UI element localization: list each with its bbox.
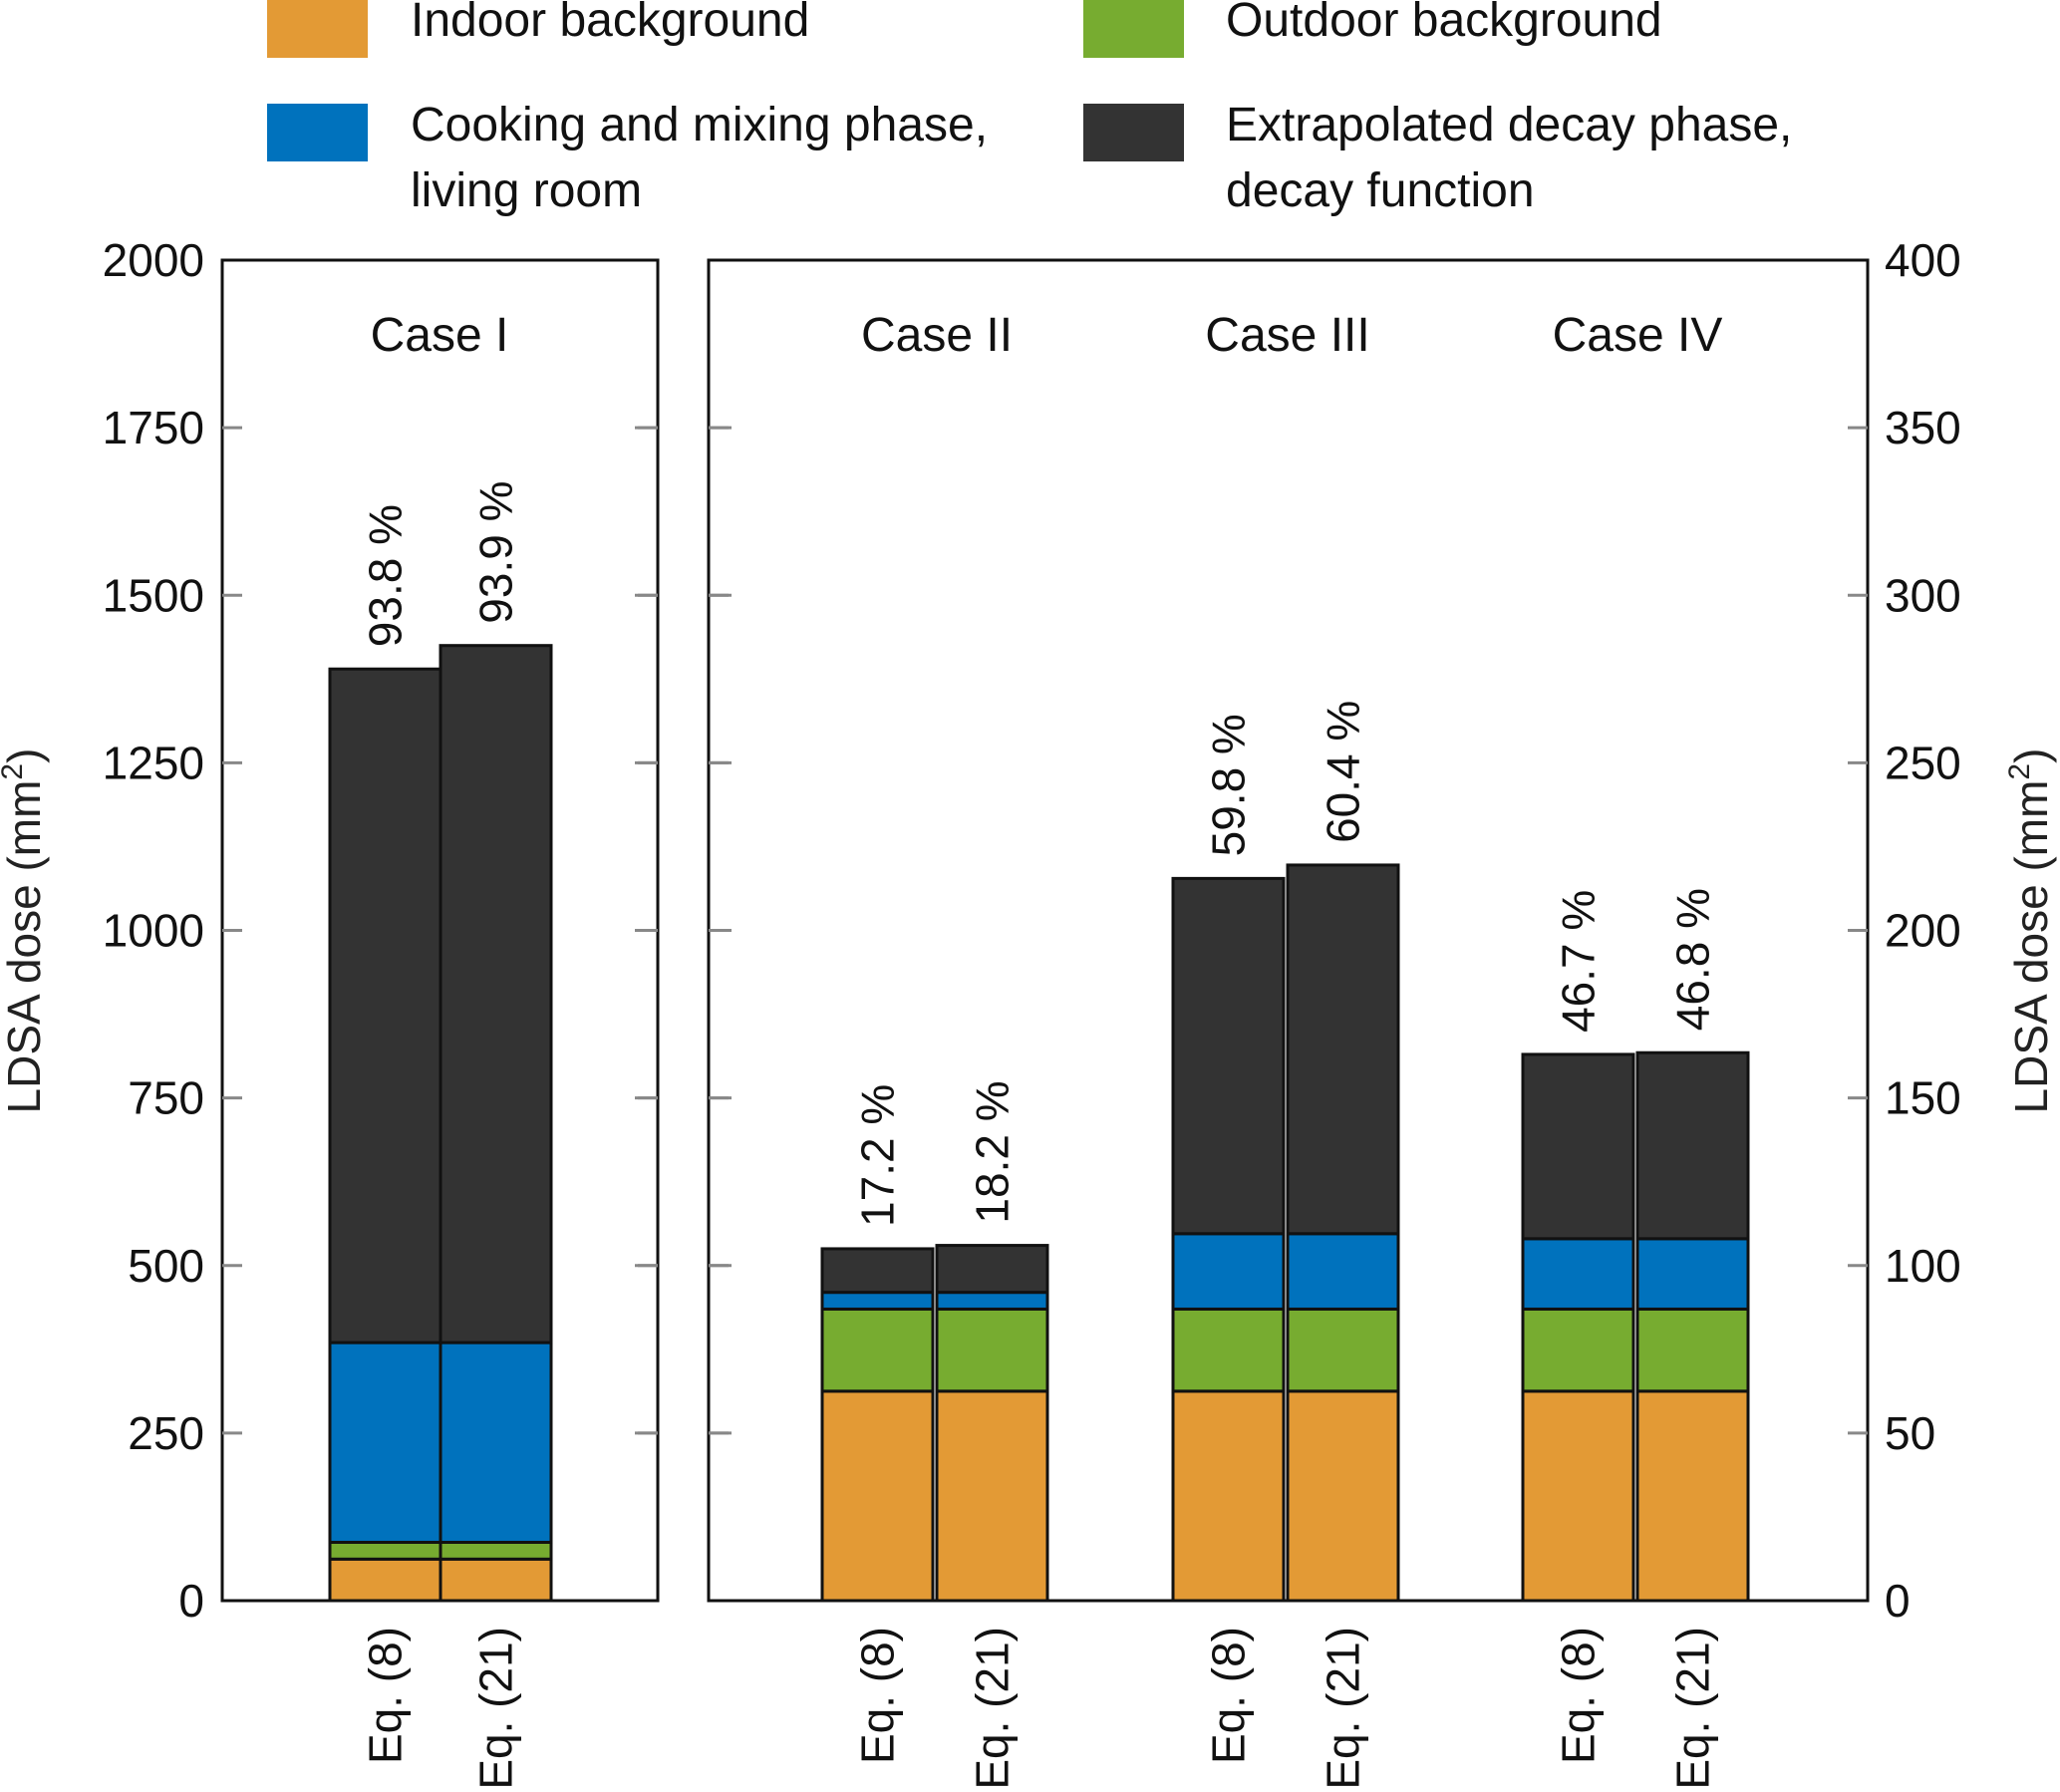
legend-swatch-indoor: [267, 0, 368, 58]
case-ii-label: Case II: [861, 309, 1013, 362]
left-y-tick-label: 1500: [103, 569, 204, 621]
right-y-tick-label: 0: [1885, 1575, 1911, 1627]
right-bar-2-indoor-segment: [935, 1389, 1049, 1603]
right-bar-5-outdoor-segment: [1521, 1307, 1635, 1393]
legend-label-cooking-line2: living room: [411, 164, 642, 217]
right-bar-1-percent-label: 17.2 %: [852, 1084, 904, 1227]
right-bar-2-category-label: Eq. (21): [967, 1627, 1019, 1790]
right-bar-2-decay-segment: [935, 1244, 1049, 1295]
right-bar-2-cooking-segment: [935, 1291, 1049, 1311]
y-axis-title-left-superscript: 2: [0, 763, 29, 780]
right-y-tick-label: 200: [1885, 905, 1961, 957]
right-bar-5-indoor-segment: [1521, 1389, 1635, 1603]
right-y-tick-label: 100: [1885, 1240, 1961, 1292]
right-bar-2-outdoor-segment: [935, 1307, 1049, 1393]
right-bar-3-outdoor-segment: [1171, 1307, 1286, 1393]
right-y-tick-label: 300: [1885, 569, 1961, 621]
right-bars: 17.2 % Eq. (8) 18.2 % Eq. (21) 59.8 % Eq. (8)…: [820, 701, 1750, 1790]
y-axis-title-right-end: ): [2005, 748, 2057, 763]
left-bar-1-cooking-segment: [328, 1341, 442, 1544]
legend-swatch-outdoor: [1083, 0, 1184, 58]
left-y-tick-label: 1250: [103, 737, 204, 788]
left-bars: 93.8 % Eq. (8) 93.9 % Eq. (21): [328, 480, 553, 1790]
right-bar-1-decay-segment: [820, 1247, 935, 1295]
legend-swatch-decay: [1083, 104, 1184, 161]
left-y-tick-label: 750: [128, 1072, 204, 1124]
left-y-tick-label: 500: [128, 1240, 204, 1292]
left-bar-2-outdoor-segment: [439, 1540, 553, 1561]
right-bar-3-percent-label: 59.8 %: [1203, 714, 1255, 856]
left-bar-1-indoor-segment: [328, 1557, 442, 1603]
y-axis-title-left-end: ): [0, 748, 50, 763]
right-y-tick-label: 250: [1885, 737, 1961, 788]
right-y-ticks: 0 50 100 150 200 250 300 350 400: [709, 234, 1961, 1627]
right-bar-3-category-label: Eq. (8): [1203, 1627, 1255, 1764]
right-bar-5-decay-segment: [1521, 1052, 1635, 1241]
left-y-tick-label: 1000: [103, 905, 204, 957]
right-bar-4-percent-label: 60.4 %: [1318, 701, 1369, 843]
left-bar-2-decay-segment: [439, 644, 553, 1344]
legend-label-outdoor: Outdoor background: [1226, 0, 1662, 47]
case-iii-label: Case III: [1205, 309, 1369, 362]
case-i-label: Case I: [371, 309, 509, 362]
right-bar-4-category-label: Eq. (21): [1318, 1627, 1369, 1790]
left-y-tick-label: 2000: [103, 234, 204, 286]
right-bar-1-category-label: Eq. (8): [852, 1627, 904, 1764]
case-iv-label: Case IV: [1553, 309, 1723, 362]
right-bar-6-cooking-segment: [1635, 1237, 1750, 1311]
left-y-ticks: 0 250 500 750 1000 1250 1500 1750 2000: [103, 234, 658, 1627]
legend: Indoor background Outdoor background Cooki…: [267, 0, 1792, 217]
right-y-tick-label: 50: [1885, 1407, 1935, 1459]
left-bar-1-percent-label: 93.8 %: [360, 504, 412, 647]
right-bar-2-percent-label: 18.2 %: [967, 1080, 1019, 1223]
right-bar-5-category-label: Eq. (8): [1553, 1627, 1605, 1764]
right-bar-6-percent-label: 46.8 %: [1667, 888, 1719, 1031]
left-bar-2-percent-label: 93.9 %: [470, 480, 522, 623]
left-bar-2-cooking-segment: [439, 1341, 553, 1544]
left-bar-1-outdoor-segment: [328, 1540, 442, 1561]
right-bar-1-indoor-segment: [820, 1389, 935, 1603]
left-y-tick-label: 1750: [103, 402, 204, 453]
right-bar-3-indoor-segment: [1171, 1389, 1286, 1603]
right-y-tick-label: 400: [1885, 234, 1961, 286]
right-panel-cases-ii-iv: 0 50 100 150 200 250 300 350 400 17.2 % Eq. (8) 18…: [707, 234, 1961, 1790]
left-y-tick-label: 0: [178, 1575, 204, 1627]
legend-label-decay: Extrapolated decay phase,: [1226, 99, 1792, 151]
legend-label-cooking: Cooking and mixing phase,: [411, 99, 988, 151]
y-axis-title-right-superscript: 2: [2003, 763, 2036, 780]
right-bar-6-decay-segment: [1635, 1050, 1750, 1241]
right-bar-6-category-label: Eq. (21): [1667, 1627, 1719, 1790]
y-axis-title-left-base: LDSA dose (mm: [0, 780, 50, 1114]
legend-label-indoor: Indoor background: [411, 0, 809, 47]
left-bar-2-category-label: Eq. (21): [470, 1627, 522, 1790]
y-axis-title-right: LDSA dose (mm2): [2003, 748, 2057, 1114]
right-bar-4-outdoor-segment: [1286, 1307, 1400, 1393]
right-bar-6-indoor-segment: [1635, 1389, 1750, 1603]
left-panel-case-i: 0 250 500 750 1000 1250 1500 1750 2000 93.8 % Eq.…: [103, 234, 660, 1790]
right-bar-4-decay-segment: [1286, 863, 1400, 1236]
right-bar-5-percent-label: 46.7 %: [1553, 890, 1605, 1033]
left-bar-2-indoor-segment: [439, 1557, 553, 1603]
left-y-tick-label: 250: [128, 1407, 204, 1459]
right-bar-3-cooking-segment: [1171, 1232, 1286, 1311]
right-bar-4-cooking-segment: [1286, 1232, 1400, 1311]
right-bar-6-outdoor-segment: [1635, 1307, 1750, 1393]
right-bar-5-cooking-segment: [1521, 1237, 1635, 1311]
right-bar-1-cooking-segment: [820, 1291, 935, 1311]
right-bar-1-outdoor-segment: [820, 1307, 935, 1393]
legend-swatch-cooking: [267, 104, 368, 161]
right-y-tick-label: 350: [1885, 402, 1961, 453]
right-bar-3-decay-segment: [1171, 876, 1286, 1236]
y-axis-title-left: LDSA dose (mm2): [0, 748, 50, 1114]
left-bar-1-category-label: Eq. (8): [360, 1627, 412, 1764]
left-bar-1-decay-segment: [328, 667, 442, 1344]
legend-label-decay-line2: decay function: [1226, 164, 1535, 217]
y-axis-title-right-base: LDSA dose (mm: [2005, 780, 2057, 1114]
right-bar-4-indoor-segment: [1286, 1389, 1400, 1603]
right-y-tick-label: 150: [1885, 1072, 1961, 1124]
